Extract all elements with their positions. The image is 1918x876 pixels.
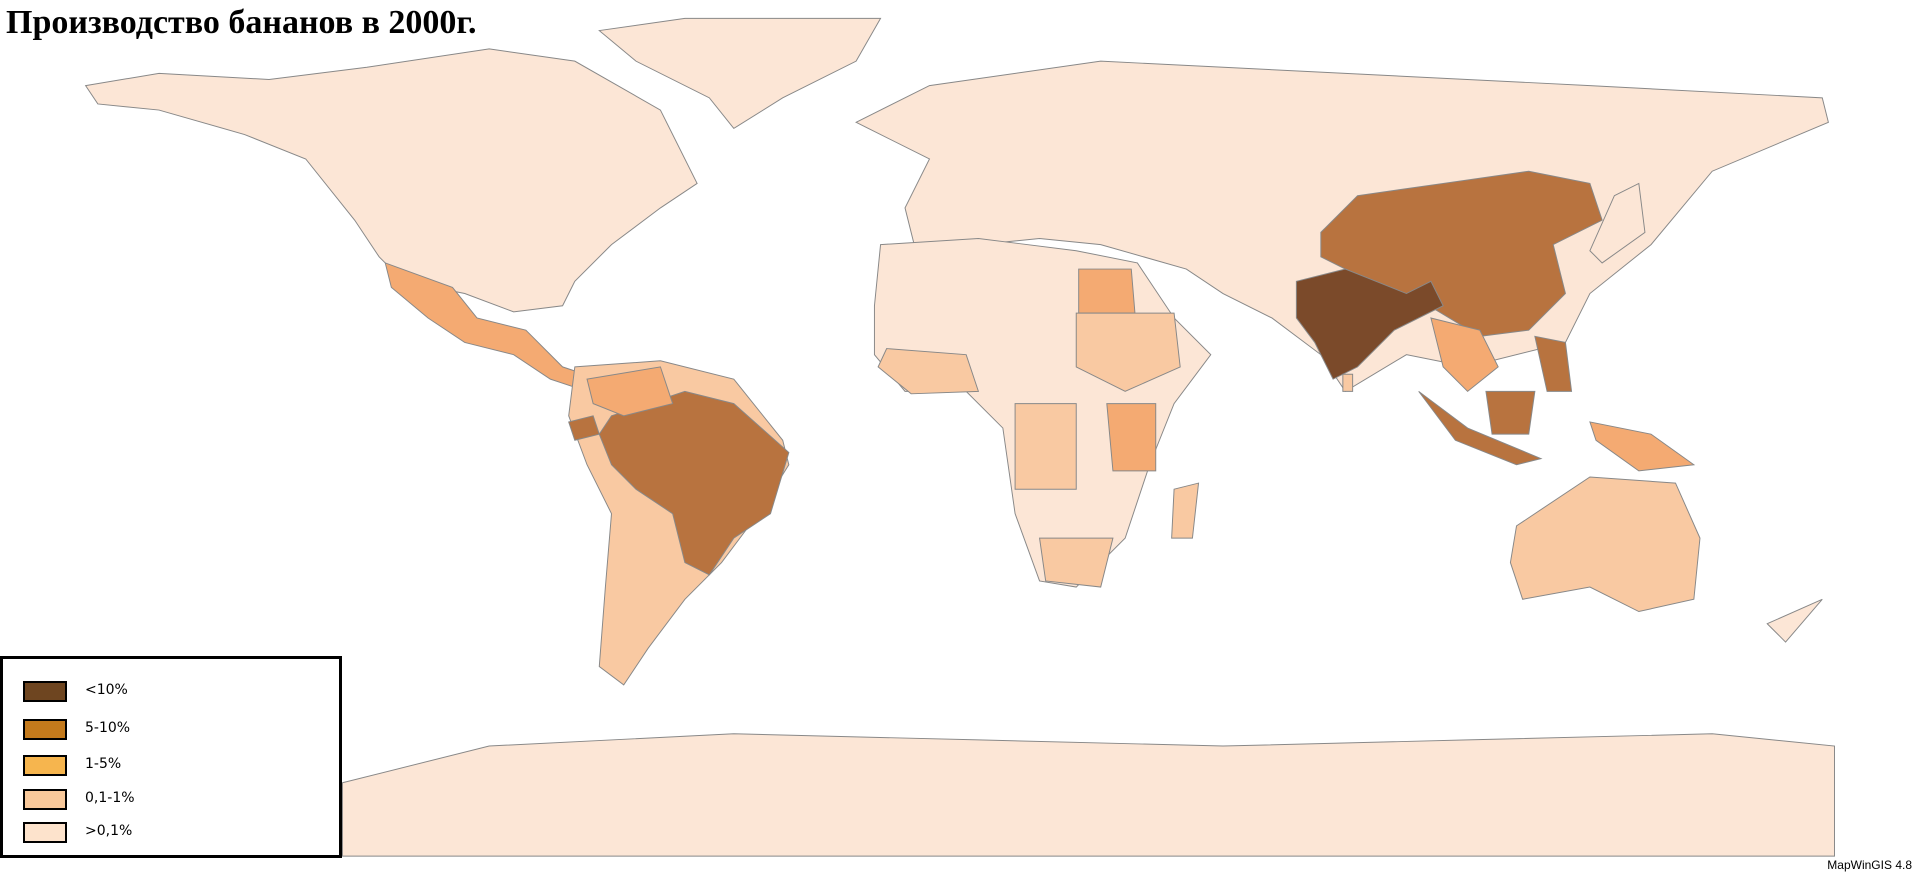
new-guinea xyxy=(1589,421,1696,472)
greenland xyxy=(598,17,882,130)
egypt xyxy=(1078,268,1136,314)
east-africa xyxy=(1106,403,1157,472)
sudan-ethiopia xyxy=(1075,312,1181,392)
legend: <10% 5-10% 1-5% 0,1-1% >0,1% xyxy=(0,656,342,858)
venezuela-colombia xyxy=(586,366,674,417)
north-america xyxy=(84,48,698,313)
legend-label: <10% xyxy=(85,682,128,698)
australia xyxy=(1509,476,1701,613)
west-africa xyxy=(877,348,980,395)
legend-label: 1-5% xyxy=(85,756,122,772)
sri-lanka xyxy=(1342,373,1354,392)
central-africa xyxy=(1014,403,1077,490)
map-title: Производство бананов в 2000г. xyxy=(6,4,477,41)
india xyxy=(1295,268,1444,380)
ecuador xyxy=(568,415,600,441)
southeast-asia xyxy=(1430,317,1499,393)
legend-label: >0,1% xyxy=(85,823,133,839)
sumatra-java xyxy=(1418,390,1543,466)
legend-swatch xyxy=(23,755,67,776)
legend-label: 5-10% xyxy=(85,720,131,736)
brazil xyxy=(598,390,790,576)
legend-swatch xyxy=(23,789,67,810)
legend-swatch xyxy=(23,681,67,702)
borneo xyxy=(1485,390,1536,435)
japan xyxy=(1589,182,1646,264)
antarctica xyxy=(341,733,1835,857)
legend-swatch xyxy=(23,719,67,740)
madagascar xyxy=(1171,482,1200,539)
footer-credit: MapWinGIS 4.8 xyxy=(1827,858,1912,872)
philippines xyxy=(1534,335,1573,392)
land-layer xyxy=(84,17,1835,857)
south-africa xyxy=(1038,537,1114,588)
new-zealand xyxy=(1766,598,1823,643)
legend-label: 0,1-1% xyxy=(85,790,135,806)
legend-swatch xyxy=(23,822,67,843)
